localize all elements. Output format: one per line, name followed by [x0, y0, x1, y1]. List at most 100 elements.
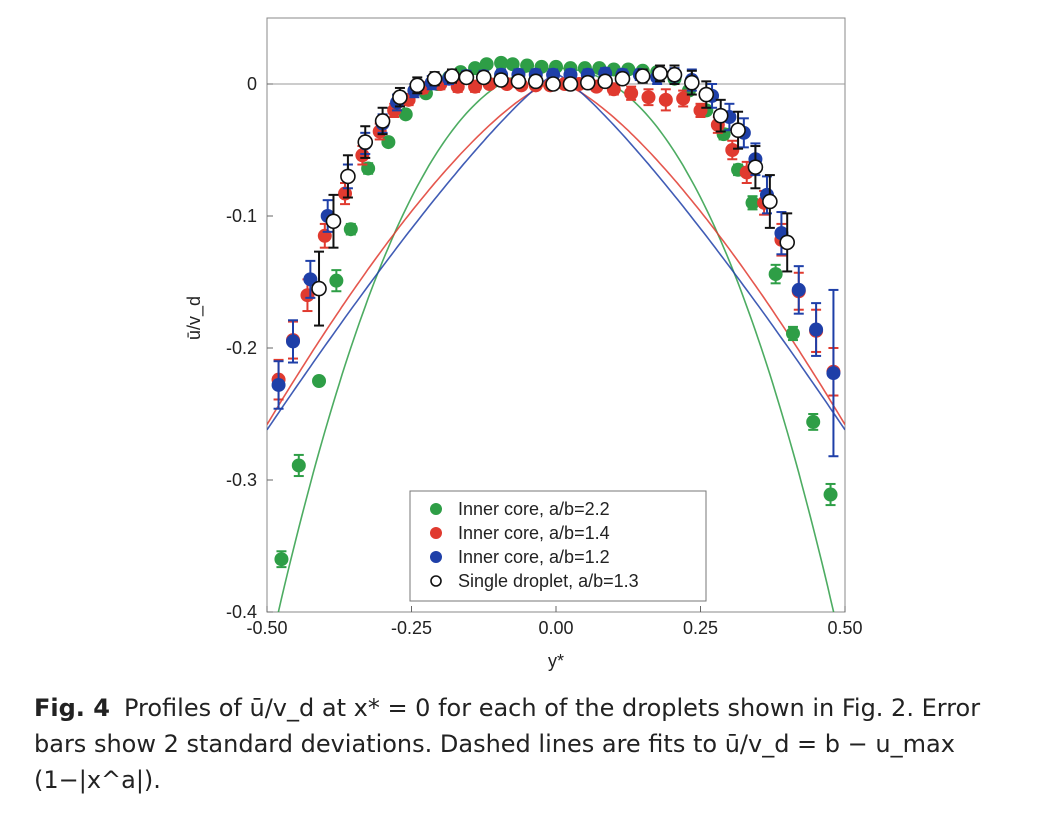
marker-filled [641, 90, 656, 105]
data-point [374, 106, 391, 136]
marker-open [652, 65, 668, 82]
marker-open [374, 113, 391, 129]
data-point [479, 57, 494, 72]
marker-filled [624, 86, 639, 101]
marker-open [325, 213, 342, 230]
marker-open [475, 69, 492, 86]
data-point [398, 107, 413, 122]
y-axis-label: ū/v_d [184, 296, 205, 340]
marker-open [340, 168, 356, 185]
data-point [779, 212, 796, 273]
data-point [652, 64, 668, 83]
legend-entry: Inner core, a/b=1.4 [458, 523, 610, 543]
data-point [725, 139, 740, 161]
marker-open [614, 70, 631, 87]
data-point [579, 74, 596, 91]
data-point [597, 73, 613, 90]
data-point [745, 195, 760, 211]
figure-caption: Fig. 4 Profiles of ū/v_d at x* = 0 for ea… [34, 690, 1034, 798]
marker-open [493, 72, 509, 88]
marker-filled [658, 92, 673, 107]
data-point [520, 58, 535, 73]
y-tick-label: -0.4 [226, 602, 257, 622]
marker-open [562, 76, 579, 92]
data-point [444, 68, 460, 84]
data-point [823, 482, 838, 507]
caption-label: Fig. 4 [34, 694, 110, 722]
marker-filled [785, 326, 800, 341]
data-point [274, 550, 289, 569]
x-tick-label: 0.50 [827, 618, 862, 638]
x-tick-label: -0.25 [391, 618, 432, 638]
legend-entry: Inner core, a/b=1.2 [458, 547, 610, 567]
data-point [698, 80, 715, 109]
data-point [634, 68, 651, 84]
marker-filled [826, 366, 841, 381]
x-tick-label: -0.50 [246, 618, 287, 638]
data-point [458, 69, 475, 86]
marker-filled [398, 107, 413, 122]
marker-open [666, 66, 683, 83]
data-point [676, 89, 691, 108]
marker-filled [381, 135, 396, 150]
marker-open [634, 68, 651, 84]
data-point [545, 76, 561, 92]
marker-filled [329, 273, 344, 288]
x-tick-label: 0.25 [683, 618, 718, 638]
data-point [614, 70, 631, 87]
data-point [343, 222, 358, 237]
marker-open [579, 74, 596, 91]
data-point [381, 135, 396, 150]
marker-open [426, 70, 443, 87]
marker-open [747, 159, 764, 175]
marker-open [730, 122, 746, 138]
marker-filled [355, 148, 370, 163]
data-point [712, 98, 729, 133]
data-point [312, 374, 327, 388]
marker-open [545, 76, 561, 92]
data-point [311, 250, 327, 327]
marker-filled [676, 91, 691, 106]
marker-filled [494, 55, 509, 70]
data-point [494, 55, 509, 70]
legend-entry: Single droplet, a/b=1.3 [458, 571, 639, 591]
data-point [768, 263, 783, 285]
marker-open [698, 86, 715, 103]
legend-box [409, 490, 707, 602]
marker-filled [745, 195, 760, 210]
x-axis-label: y* [548, 651, 564, 671]
data-point [392, 86, 408, 108]
data-point [762, 174, 778, 229]
data-point [658, 88, 673, 112]
legend-entry: Inner core, a/b=2.2 [458, 499, 610, 519]
legend-marker [430, 503, 442, 515]
data-point [340, 154, 356, 199]
chart: -0.50 -0.25 0.00 0.25 0.500-0.1-0.2-0.3-0.4 … [184, 17, 863, 671]
y-tick-label: -0.2 [226, 338, 257, 358]
legend-marker [430, 551, 442, 563]
marker-filled [271, 377, 286, 392]
marker-filled [725, 143, 740, 157]
data-point [286, 319, 301, 364]
data-point [493, 72, 509, 88]
data-point [325, 193, 342, 249]
marker-open [458, 69, 475, 86]
marker-open [527, 73, 544, 90]
marker-filled [343, 222, 358, 237]
data-point [641, 88, 656, 107]
legend: Inner core, a/b=2.2 Inner core, a/b=1.4 In… [409, 490, 707, 602]
marker-filled [505, 57, 520, 72]
marker-open [444, 68, 460, 84]
data-point [747, 145, 764, 190]
data-point [730, 110, 746, 150]
marker-filled [791, 282, 806, 297]
data-point [826, 288, 841, 458]
y-tick-label: -0.1 [226, 206, 257, 226]
data-point [666, 64, 683, 85]
marker-filled [479, 57, 494, 72]
data-point [527, 73, 544, 90]
marker-filled [768, 267, 783, 282]
y-tick-label: -0.3 [226, 470, 257, 490]
data-point [510, 73, 527, 90]
